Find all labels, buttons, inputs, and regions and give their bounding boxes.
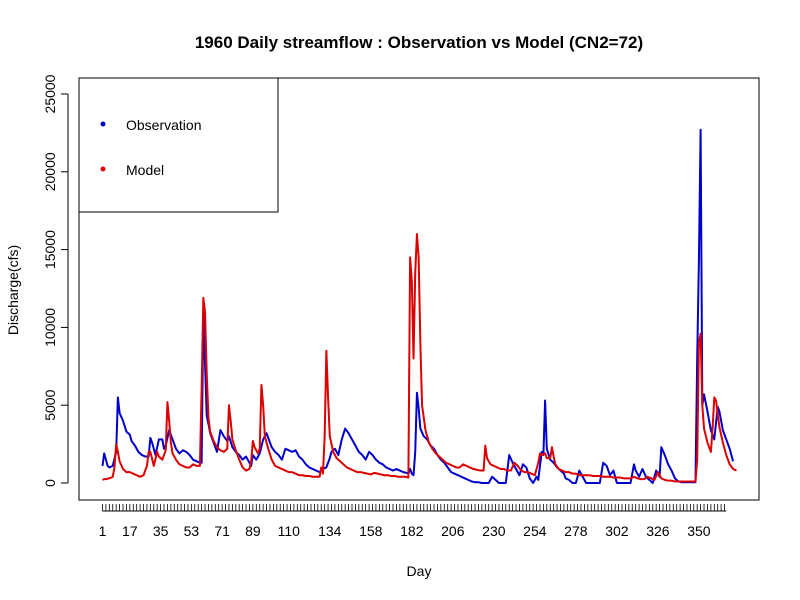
x-tick-label: 1 xyxy=(99,523,107,539)
legend-label-observation: Observation xyxy=(126,117,201,133)
x-tick-label: 230 xyxy=(482,523,506,539)
y-tick-label: 15000 xyxy=(42,230,58,269)
x-tick-label: 206 xyxy=(441,523,465,539)
x-tick-label: 254 xyxy=(523,523,547,539)
legend: Observation Model xyxy=(78,77,279,213)
x-tick-label: 326 xyxy=(646,523,670,539)
x-tick-label: 35 xyxy=(153,523,169,539)
legend-marker-model xyxy=(100,166,106,172)
y-axis: 0 5000 10000 15000 20000 25000 xyxy=(42,74,69,487)
x-ticks xyxy=(102,504,725,511)
y-tick-label: 25000 xyxy=(42,74,58,113)
y-tick-label: 20000 xyxy=(42,152,58,191)
x-tick-label: 17 xyxy=(122,523,138,539)
x-axis-label: Day xyxy=(407,563,432,579)
y-tick-label: 0 xyxy=(42,479,58,487)
x-tick-label: 110 xyxy=(278,523,301,539)
x-tick-label: 182 xyxy=(400,523,424,539)
x-tick-label: 158 xyxy=(359,523,383,539)
y-tick-label: 10000 xyxy=(42,308,58,347)
legend-label-model: Model xyxy=(126,162,164,178)
x-tick-label: 278 xyxy=(564,523,588,539)
y-axis-label: Discharge(cfs) xyxy=(5,245,21,335)
x-tick-label: 302 xyxy=(605,523,629,539)
series-layer xyxy=(101,128,737,484)
legend-marker-observation xyxy=(100,121,106,127)
y-tick-label: 5000 xyxy=(42,389,58,420)
plot-area-frame xyxy=(78,77,760,501)
x-tick-label: 89 xyxy=(245,523,261,539)
x-tick-label: 53 xyxy=(184,523,200,539)
legend-box xyxy=(78,77,279,213)
chart-title: 1960 Daily streamflow : Observation vs M… xyxy=(195,33,643,52)
x-tick-label: 350 xyxy=(687,523,711,539)
series-line-model xyxy=(102,233,737,483)
x-tick-label: 71 xyxy=(214,523,230,539)
x-tick-label: 134 xyxy=(318,523,342,539)
x-axis: 1 17 35 53 71 89 110 134 158 182 206 230 254 278 302 32… xyxy=(99,504,727,539)
